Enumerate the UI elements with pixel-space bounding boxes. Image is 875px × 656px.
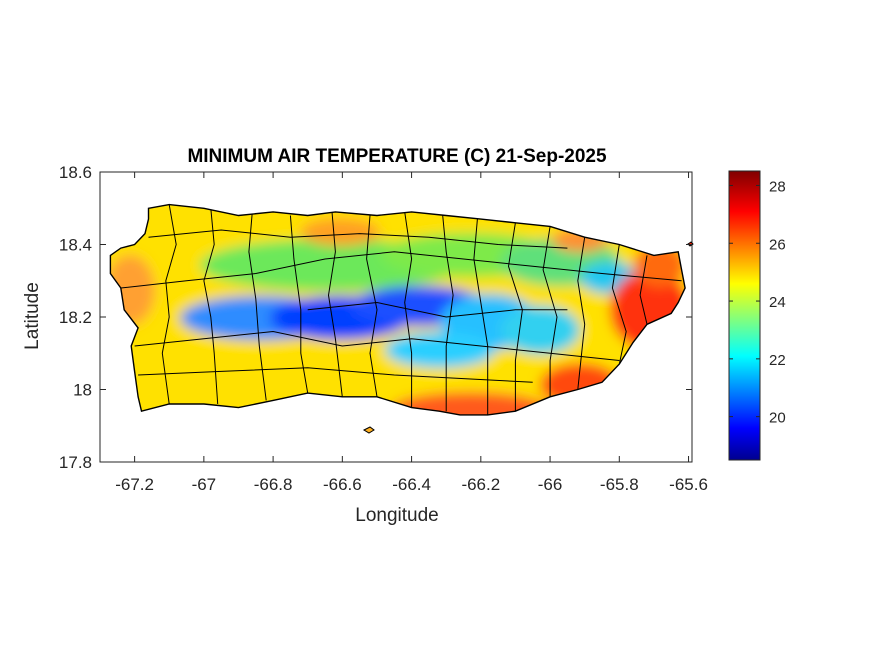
x-axis-label: Longitude bbox=[355, 505, 438, 526]
municipality-border bbox=[327, 211, 343, 397]
x-axis: -67.2 -67 -66.8 -66.6 -66.4 -66.2 -66 -65.8 -65.… bbox=[115, 172, 708, 494]
municipality-border bbox=[473, 219, 489, 415]
x-tick-label: -67 bbox=[192, 475, 217, 494]
x-tick-label: -65.8 bbox=[600, 475, 639, 494]
chart-title: MINIMUM AIR TEMPERATURE (C) 21-Sep-2025 bbox=[187, 146, 607, 167]
colorbar-tick-label: 26 bbox=[769, 236, 786, 253]
municipality-border bbox=[161, 204, 177, 405]
municipality-border bbox=[366, 215, 378, 397]
colorbar-tick-label: 28 bbox=[769, 178, 786, 195]
x-tick-label: -66.4 bbox=[392, 475, 431, 494]
colorbar-tick-label: 22 bbox=[769, 352, 786, 369]
municipality-border bbox=[639, 255, 648, 325]
municipality-border bbox=[542, 226, 558, 397]
x-tick-label: -65.6 bbox=[669, 475, 708, 494]
municipality-border bbox=[611, 244, 627, 365]
municipality-border bbox=[404, 211, 413, 408]
colorbar-tick-label: 20 bbox=[769, 410, 786, 427]
municipality-border bbox=[134, 330, 620, 361]
municipality-border bbox=[442, 215, 454, 412]
y-tick-label: 18.4 bbox=[59, 236, 92, 255]
municipality-border bbox=[203, 208, 219, 405]
municipality-border bbox=[138, 367, 533, 383]
municipality-border bbox=[148, 229, 568, 249]
x-tick-label: -66.8 bbox=[254, 475, 293, 494]
municipality-border bbox=[248, 211, 267, 401]
temperature-field bbox=[110, 204, 686, 415]
x-tick-label: -66 bbox=[538, 475, 563, 494]
x-tick-label: -66.6 bbox=[323, 475, 362, 494]
y-axis-label: Latitude bbox=[22, 282, 43, 350]
colorbar bbox=[728, 170, 761, 461]
colorbar-tick-label: 24 bbox=[769, 294, 786, 311]
municipality-border bbox=[120, 251, 682, 289]
y-axis: 18.6 18.4 18.2 18 17.8 bbox=[59, 163, 692, 472]
x-tick-label: -67.2 bbox=[115, 475, 154, 494]
municipality-border bbox=[289, 215, 309, 394]
y-tick-label: 18.2 bbox=[59, 308, 92, 327]
municipality-borders bbox=[120, 204, 682, 415]
x-tick-label: -66.2 bbox=[461, 475, 500, 494]
municipality-border bbox=[307, 301, 568, 318]
y-tick-label: 18.6 bbox=[59, 163, 92, 182]
offshore-islet bbox=[362, 426, 375, 434]
colorbar-ticks: 28 26 24 22 20 bbox=[729, 178, 786, 427]
y-tick-label: 18 bbox=[73, 381, 92, 400]
y-tick-label: 17.8 bbox=[59, 453, 92, 472]
